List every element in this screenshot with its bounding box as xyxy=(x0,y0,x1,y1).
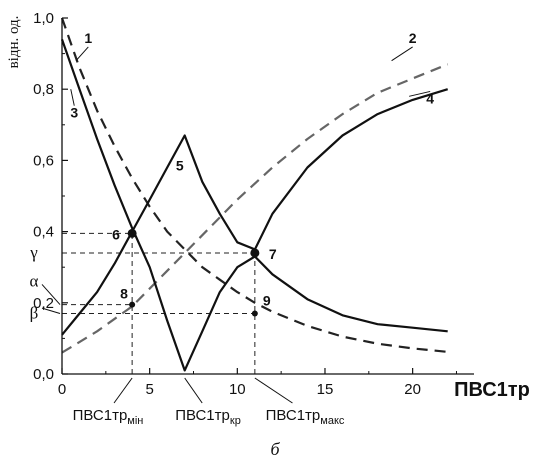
guide-lines xyxy=(62,232,256,374)
x-tick-label: 20 xyxy=(404,381,421,398)
point-marker-8 xyxy=(129,301,136,308)
y-tick-label: 0,0 xyxy=(33,366,54,383)
x-annotation-arrow xyxy=(184,377,203,404)
x-annotation-main: ПВС1тр xyxy=(73,407,128,424)
alpha-arrow xyxy=(41,284,61,305)
series-line-4 xyxy=(61,88,449,336)
x-tick-label: 5 xyxy=(145,381,153,398)
x-annotation-1: ПВС1тркр xyxy=(175,407,241,427)
x-annotation-arrow xyxy=(254,377,293,404)
series-label-1: 1 xyxy=(84,30,92,46)
x-annotation-sub: кр xyxy=(230,415,241,427)
series-label-2: 2 xyxy=(409,30,417,46)
x-tick-label: 0 xyxy=(58,381,66,398)
x-tick-label: 15 xyxy=(317,381,334,398)
y-tick-label: 0,4 xyxy=(33,224,54,241)
point-label-7: 7 xyxy=(269,246,277,262)
series-label-4: 4 xyxy=(426,90,434,106)
point-marker-6 xyxy=(127,228,137,238)
y-tick-label: 0,8 xyxy=(33,81,54,98)
y-tick-label: 0,6 xyxy=(33,152,54,169)
ticks: 0 5 10 15 200,00,20,40,60,81,0 xyxy=(33,10,457,398)
point-label-8: 8 xyxy=(120,286,128,302)
point-marker-9 xyxy=(251,310,258,317)
greek-label-0: γ xyxy=(29,243,38,262)
series-label-arrow xyxy=(391,46,413,62)
x-annotation-0: ПВС1трмін xyxy=(73,407,144,427)
x-tick-label: 10 xyxy=(229,381,246,398)
x-annotation-main: ПВС1тр xyxy=(266,407,321,424)
point-markers xyxy=(127,228,260,317)
x-annotation-sub: мін xyxy=(127,415,143,427)
greek-label-1: α xyxy=(30,271,39,290)
peak-label: 5 xyxy=(176,157,184,173)
x-axis-label: ПВС1тр xyxy=(454,379,530,401)
series-label-arrow xyxy=(75,46,89,62)
series-lines xyxy=(60,17,449,372)
point-label-6: 6 xyxy=(112,226,120,242)
x-annotation-arrow xyxy=(113,377,133,404)
x-annotation-sub: макс xyxy=(320,415,345,427)
series-line-3 xyxy=(60,39,448,372)
y-tick-label: 0,2 xyxy=(33,295,54,312)
series-label-arrow xyxy=(70,89,75,106)
greek-label-2: β xyxy=(30,303,39,322)
series-line-1 xyxy=(60,17,448,353)
series-label-3: 3 xyxy=(70,105,78,121)
y-axis-label: відн. од. xyxy=(6,16,22,69)
point-marker-7 xyxy=(250,248,260,258)
series-line-2 xyxy=(61,63,449,354)
beta-arrow xyxy=(41,307,61,314)
figure-caption: б xyxy=(270,439,280,459)
y-tick-label: 1,0 xyxy=(33,10,54,27)
point-label-9: 9 xyxy=(263,292,271,308)
series-label-arrow xyxy=(409,90,431,97)
axes xyxy=(61,18,474,375)
x-annotation-main: ПВС1тр xyxy=(175,407,230,424)
x-annotation-2: ПВС1трмакс xyxy=(266,407,345,427)
